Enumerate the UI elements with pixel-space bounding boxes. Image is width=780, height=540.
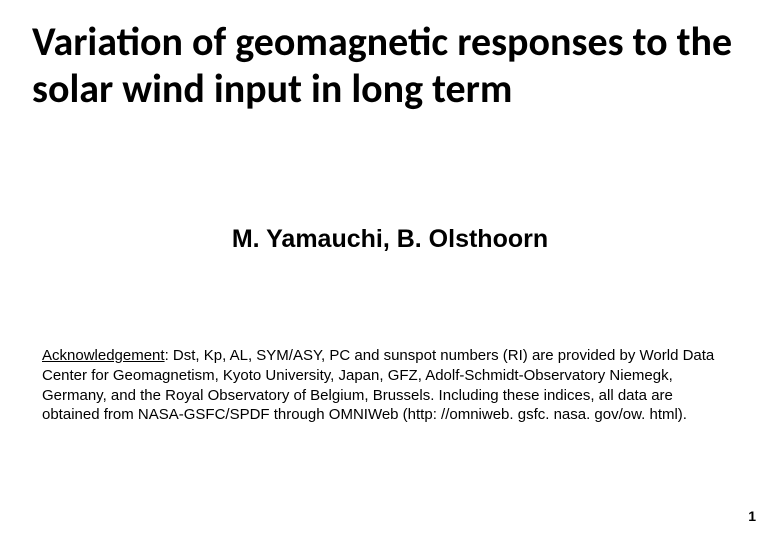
acknowledgement-label: Acknowledgement (42, 347, 165, 364)
authors-line: M. Yamauchi, B. Olsthoorn (0, 225, 780, 254)
slide: Variation of geomagnetic responses to th… (0, 0, 780, 540)
slide-title: Variation of geomagnetic responses to th… (32, 18, 748, 112)
page-number: 1 (748, 508, 756, 524)
acknowledgement-block: Acknowledgement: Dst, Kp, AL, SYM/ASY, P… (42, 346, 720, 425)
